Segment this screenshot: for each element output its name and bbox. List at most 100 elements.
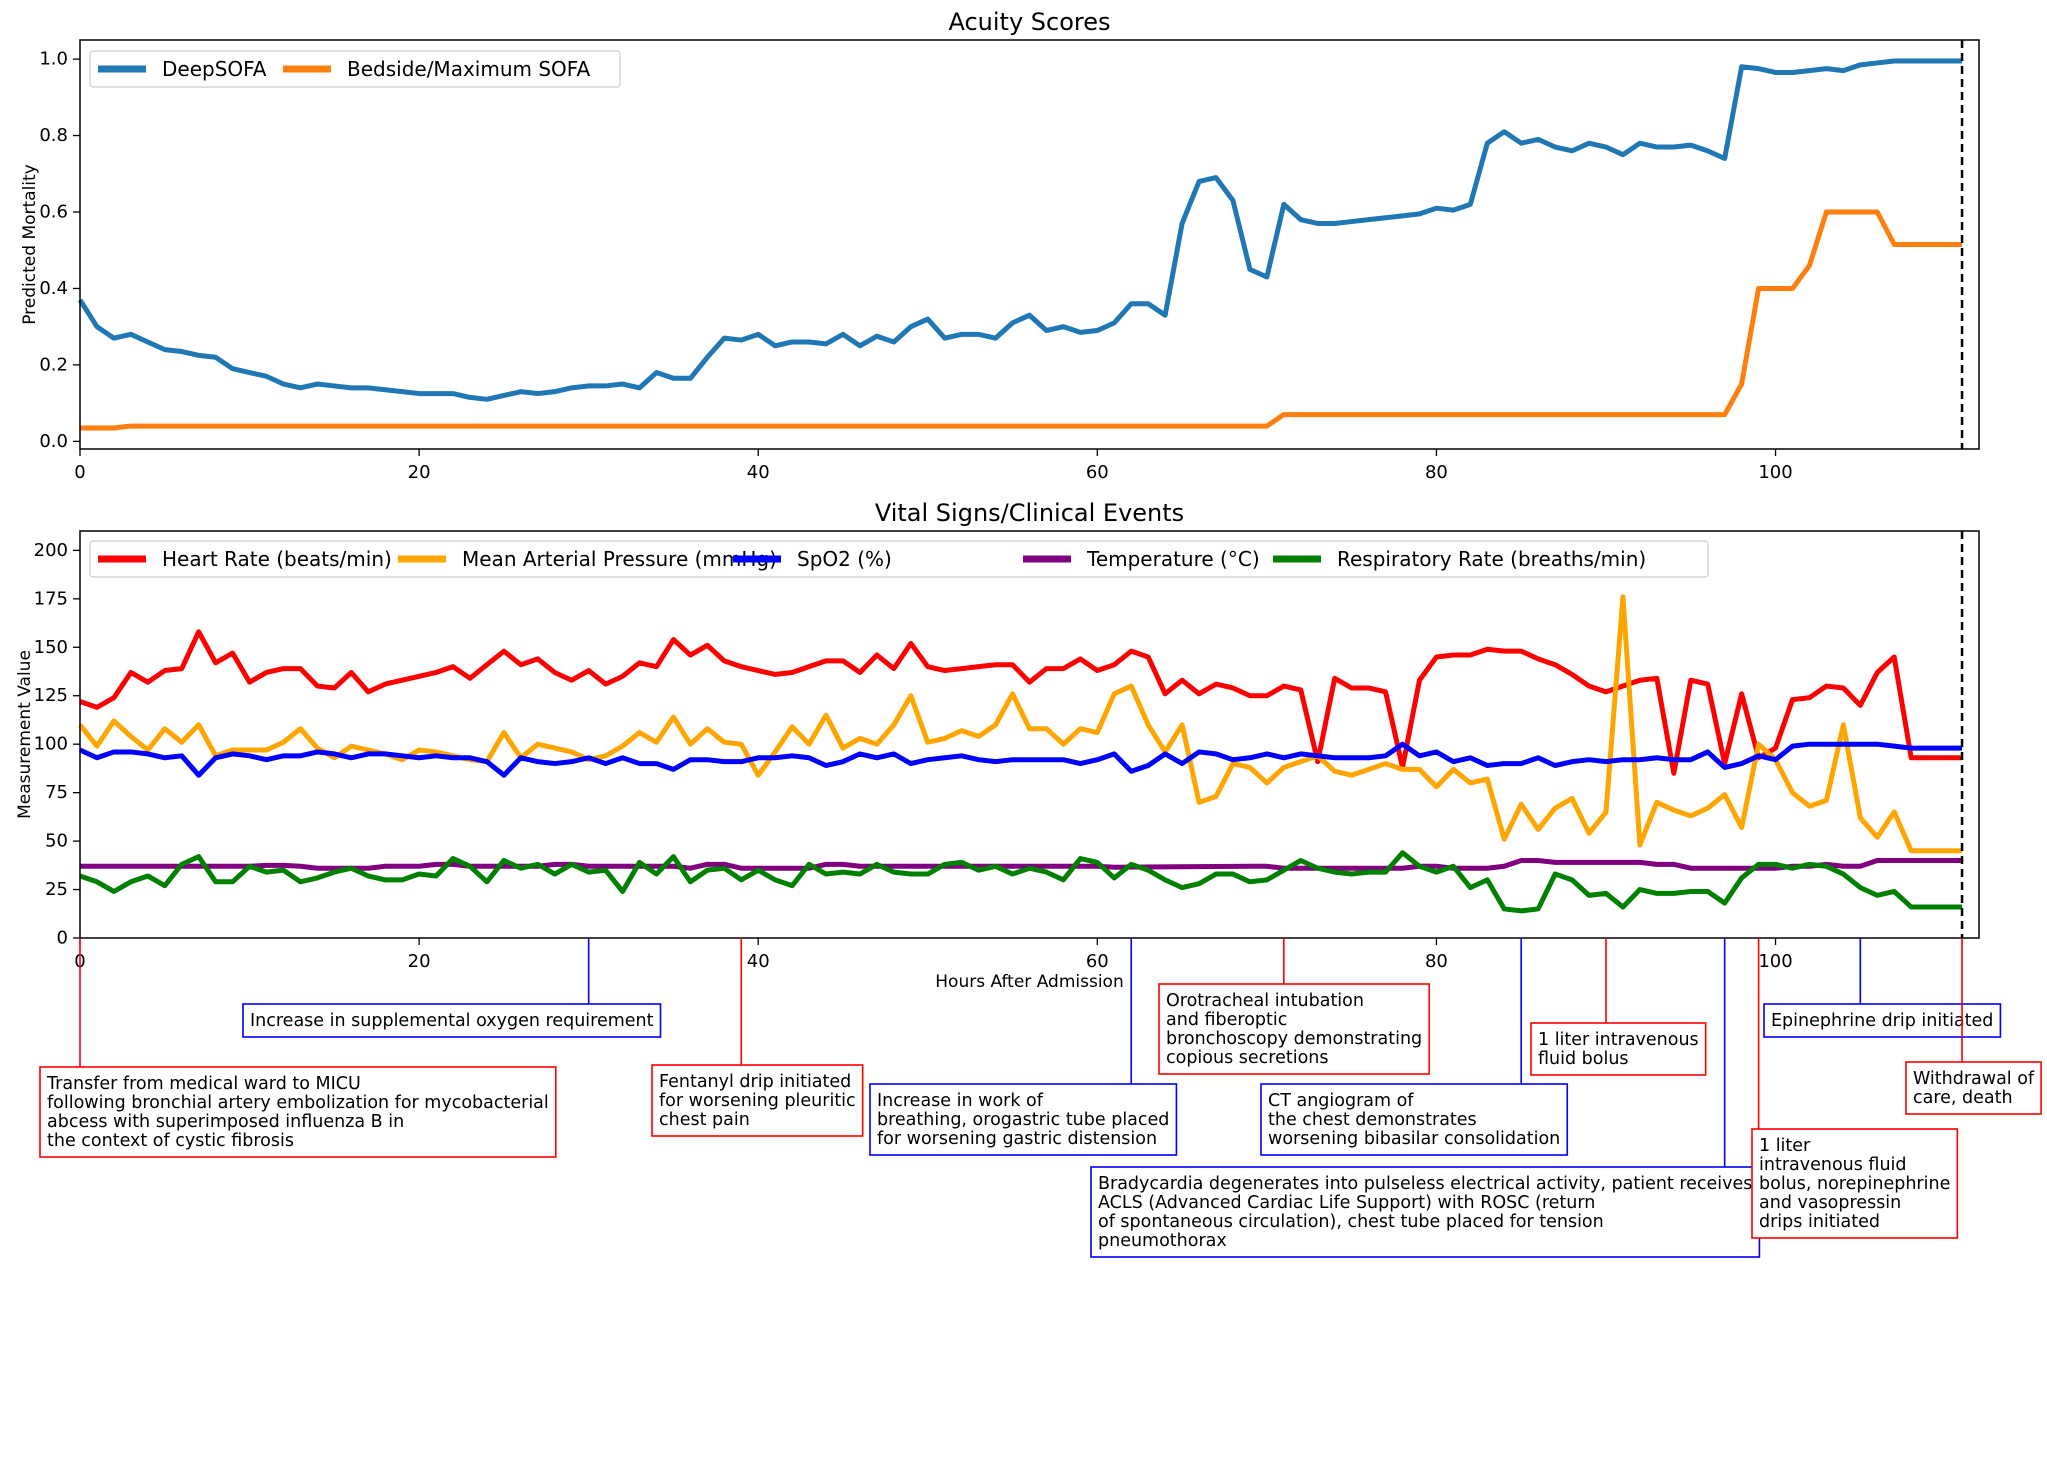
- event-text-line: copious secretions: [1166, 1048, 1329, 1068]
- x-tick-label: 80: [1425, 951, 1448, 972]
- legend-box: [89, 540, 1709, 578]
- y-tick-label: 100: [34, 734, 68, 755]
- y-tick-label: 0.8: [39, 125, 68, 146]
- event-text-line: Fentanyl drip initiated: [659, 1072, 851, 1092]
- event-box: [39, 1066, 557, 1158]
- x-tick-label: 20: [408, 951, 431, 972]
- x-tick-label: 0: [74, 462, 85, 483]
- event-box: [1763, 1003, 2002, 1038]
- event-text-line: of spontaneous circulation), chest tube …: [1098, 1212, 1604, 1232]
- y-tick-label: 175: [34, 588, 68, 609]
- event-box: [1530, 1022, 1707, 1076]
- legend: Heart Rate (beats/min) Mean Arterial Pres…: [89, 540, 1709, 578]
- series-line-deepsofa: [77, 58, 1963, 402]
- event-annotation: Increase in supplemental oxygen requirem…: [242, 938, 662, 1038]
- legend-label-temperature-c: Temperature (°C): [1086, 547, 1260, 571]
- x-tick-label: 40: [747, 462, 770, 483]
- event-text-line: and vasopressin: [1759, 1193, 1901, 1213]
- series-lines: [77, 58, 1963, 431]
- event-text-line: fluid bolus: [1538, 1049, 1629, 1069]
- event-text-line: CT angiogram of: [1268, 1091, 1414, 1111]
- legend-label-respiratory-rate-breaths-min: Respiratory Rate (breaths/min): [1337, 547, 1646, 571]
- y-tick-label: 0.0: [39, 431, 68, 452]
- event-box: [242, 1003, 662, 1038]
- y-tick-label: 75: [45, 782, 68, 803]
- event-text-line: pneumothorax: [1098, 1231, 1227, 1251]
- event-text-line: following bronchial artery embolization …: [47, 1093, 549, 1113]
- event-text-line: for worsening gastric distension: [877, 1129, 1157, 1149]
- series-line-mean-arterial-pressure-mmhg: [78, 594, 1963, 854]
- event-box: [1158, 983, 1430, 1075]
- y-tick-label: 0.6: [39, 202, 68, 223]
- event-text-line: 1 liter: [1759, 1136, 1811, 1156]
- event-text-line: for worsening pleuritic: [659, 1091, 856, 1111]
- y-tick-label: 0: [57, 928, 68, 949]
- clinical-events: Transfer from medical ward to MICUfollow…: [39, 938, 2042, 1258]
- legend-label-mean-arterial-pressure-mmhg: Mean Arterial Pressure (mmHg): [462, 547, 777, 571]
- event-text-line: intravenous fluid: [1759, 1155, 1907, 1175]
- legend-label-deepsofa: DeepSOFA: [162, 57, 267, 81]
- event-text-line: bronchoscopy demonstrating: [1166, 1029, 1422, 1049]
- series-line-heart-rate-beats-min: [79, 629, 1963, 776]
- y-axis-label: Measurement Value: [15, 650, 35, 819]
- event-box: [1905, 1061, 2042, 1115]
- legend: DeepSOFA Bedside/Maximum SOFA: [89, 50, 621, 88]
- event-annotation: Epinephrine drip initiated: [1763, 938, 2002, 1038]
- axis-ticks: 0 20 40 60 80 100 0.0 0.2 0.4 0.6 0.8 1.0: [39, 49, 1792, 483]
- series-lines: [78, 594, 1963, 914]
- x-tick-label: 60: [1086, 951, 1109, 972]
- event-text-line: Epinephrine drip initiated: [1771, 1011, 1993, 1031]
- x-tick-label: 100: [1758, 462, 1792, 483]
- acuity-scores-chart: Acuity Scores Predicted Mortality 0 20 40 6…: [20, 8, 1980, 483]
- x-tick-label: 60: [1086, 462, 1109, 483]
- event-text-line: drips initiated: [1759, 1212, 1880, 1232]
- event-text-line: and fiberoptic: [1166, 1010, 1287, 1030]
- event-box: [869, 1083, 1178, 1156]
- event-box: [1260, 1083, 1569, 1156]
- x-tick-label: 80: [1425, 462, 1448, 483]
- event-text-line: Orotracheal intubation: [1166, 991, 1364, 1011]
- event-text-line: Transfer from medical ward to MICU: [46, 1074, 361, 1094]
- event-text-line: the chest demonstrates: [1268, 1110, 1477, 1130]
- series-line-temperature-c: [80, 857, 1963, 871]
- event-text-line: the context of cystic fibrosis: [47, 1131, 294, 1151]
- vital-signs-chart: Vital Signs/Clinical Events Measurement …: [15, 499, 1980, 992]
- chart-title: Acuity Scores: [948, 8, 1110, 36]
- x-axis-label: Hours After Admission: [935, 972, 1123, 992]
- x-tick-label: 100: [1758, 951, 1792, 972]
- y-tick-label: 0.4: [39, 278, 68, 299]
- legend-label-spo2: SpO2 (%): [797, 547, 892, 571]
- event-text-line: ACLS (Advanced Cardiac Life Support) wit…: [1098, 1193, 1595, 1213]
- legend-label-bedside-maximum-sofa: Bedside/Maximum SOFA: [347, 57, 590, 81]
- series-line-respiratory-rate-breaths-min: [79, 850, 1963, 914]
- y-tick-label: 0.2: [39, 354, 68, 375]
- y-tick-label: 1.0: [39, 49, 68, 70]
- y-axis-label: Predicted Mortality: [20, 164, 40, 325]
- event-text-line: Increase in supplemental oxygen requirem…: [250, 1011, 654, 1031]
- series-line-spo2: [78, 741, 1963, 778]
- event-text-line: 1 liter intravenous: [1538, 1030, 1699, 1050]
- event-text-line: abcess with superimposed influenza B in: [47, 1112, 404, 1132]
- plot-frame: [79, 530, 1980, 939]
- axis-ticks: 0204060801000255075100125150175200: [34, 540, 1793, 972]
- event-text-line: worsening bibasilar consolidation: [1268, 1129, 1560, 1149]
- y-tick-label: 200: [34, 540, 68, 561]
- event-text-line: Bradycardia degenerates into pulseless e…: [1098, 1174, 1752, 1194]
- event-box: [651, 1064, 864, 1137]
- y-tick-label: 125: [34, 685, 68, 706]
- plot-frame: [79, 39, 1980, 450]
- y-tick-label: 150: [34, 637, 68, 658]
- x-tick-label: 20: [408, 462, 431, 483]
- series-line-bedside-maximum-sofa: [80, 209, 1963, 431]
- event-text-line: chest pain: [659, 1110, 750, 1130]
- event-text-line: bolus, norepinephrine: [1759, 1174, 1950, 1194]
- event-text-line: care, death: [1913, 1088, 2013, 1108]
- y-tick-label: 25: [45, 879, 68, 900]
